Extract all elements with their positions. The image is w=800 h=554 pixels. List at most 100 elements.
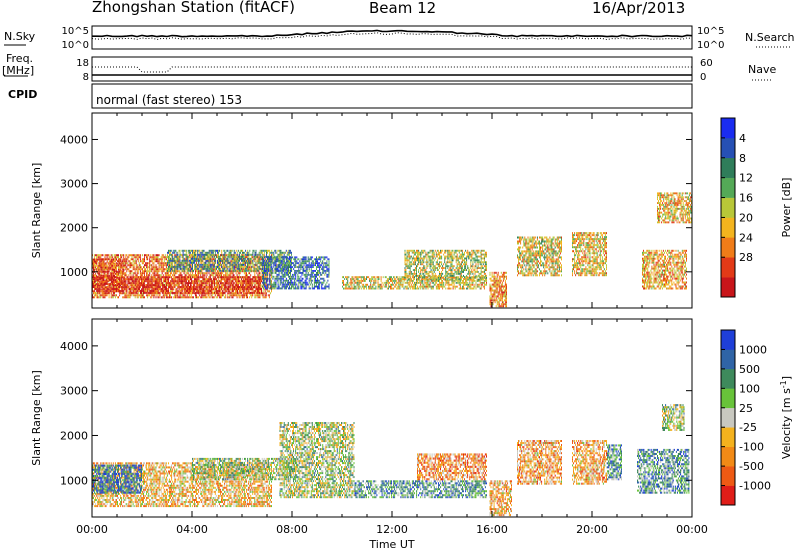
nave-trace bbox=[92, 66, 692, 73]
nsky-label: N.Sky bbox=[4, 30, 36, 43]
velocity-colorbar-band-5 bbox=[721, 388, 735, 409]
mode-text: normal (fast stereo) 153 bbox=[96, 93, 243, 107]
velocity-ytick-label-1: 2000 bbox=[60, 429, 88, 442]
velocity-colorbar-frame bbox=[720, 329, 736, 506]
velocity-panel: 1000 2000 3000 4000 00:00 04:00 08:00 12:00 16:0… bbox=[30, 318, 793, 551]
power-colorbar-band-0 bbox=[721, 277, 735, 298]
power-colorbar-tick-6: 28 bbox=[739, 251, 753, 264]
power-colorbar-band-4 bbox=[721, 197, 735, 218]
velocity-colorbar-band-1 bbox=[721, 466, 735, 486]
xtick-label-6: 00:00 bbox=[676, 523, 708, 536]
power-colorbar-band-7 bbox=[721, 137, 735, 159]
freq-tick-bottom: 8 bbox=[83, 72, 89, 83]
power-colorbar-band-3 bbox=[721, 217, 735, 238]
velocity-colorbar-band-3 bbox=[721, 427, 735, 447]
power-colorbar-tick-0: 4 bbox=[739, 132, 746, 145]
nave-tick-bottom: 0 bbox=[700, 72, 706, 83]
power-y-axis-label: Slant Range [km] bbox=[30, 163, 43, 259]
velocity-ytick-label-0: 1000 bbox=[60, 474, 88, 487]
velocity-region-3 bbox=[279, 422, 355, 499]
station-title: Zhongshan Station (fitACF) bbox=[92, 0, 296, 16]
power-colorbar-label: Power [dB] bbox=[780, 178, 793, 238]
velocity-region-5 bbox=[417, 453, 487, 481]
x-axis-label: Time UT bbox=[368, 538, 414, 551]
velocity-colorbar-tick-7: -1000 bbox=[739, 480, 771, 493]
power-colorbar-band-5 bbox=[721, 177, 735, 198]
nsky-trace bbox=[92, 29, 693, 38]
date-title: 16/Apr/2013 bbox=[592, 0, 686, 17]
power-colorbar-band-8 bbox=[721, 118, 735, 139]
velocity-colorbar-band-8 bbox=[721, 330, 735, 350]
velocity-ytick-label-3: 4000 bbox=[60, 340, 88, 353]
xtick-label-3: 12:00 bbox=[376, 523, 408, 536]
freq-frame bbox=[91, 56, 693, 82]
velocity-region-8 bbox=[572, 440, 607, 485]
power-colorbar-tick-4: 20 bbox=[739, 211, 753, 224]
velocity-colorbar-tick-3: 25 bbox=[739, 402, 753, 415]
power-region-5 bbox=[342, 276, 487, 290]
velocity-region-1 bbox=[92, 464, 142, 494]
xtick-label-2: 08:00 bbox=[276, 523, 308, 536]
nave-tick-top: 60 bbox=[700, 58, 713, 69]
power-region-7 bbox=[489, 271, 507, 308]
noise-tick-left-bottom: 10^0 bbox=[62, 40, 89, 51]
power-colorbar-band-2 bbox=[721, 237, 735, 258]
velocity-region-11 bbox=[662, 404, 685, 431]
velocity-region-7 bbox=[517, 440, 562, 485]
velocity-region-4 bbox=[354, 480, 487, 499]
velocity-colorbar-tick-4: -25 bbox=[739, 421, 757, 434]
power-panel: 1000 2000 3000 4000 Slant Range [km] 4 8 12 16 20… bbox=[30, 112, 793, 309]
power-cells bbox=[92, 192, 692, 308]
nave-label: Nave bbox=[748, 63, 777, 76]
noise-frame bbox=[91, 25, 693, 50]
velocity-colorbar-tick-2: 100 bbox=[739, 382, 760, 395]
velocity-y-axis-label: Slant Range [km] bbox=[30, 370, 43, 466]
power-region-11 bbox=[657, 192, 692, 224]
power-ytick-label-2: 3000 bbox=[60, 178, 88, 191]
cpid-label: CPID bbox=[8, 88, 38, 101]
noise-tick-right-bottom: 10^0 bbox=[697, 40, 724, 51]
power-colorbar-tick-1: 8 bbox=[739, 152, 746, 165]
beam-title: Beam 12 bbox=[369, 0, 437, 17]
freq-unit: [MHz] bbox=[2, 64, 35, 77]
power-colorbar-frame bbox=[720, 117, 736, 298]
power-region-8 bbox=[517, 236, 562, 277]
velocity-region-10 bbox=[637, 448, 690, 494]
velocity-colorbar-band-4 bbox=[721, 407, 735, 428]
velocity-ytick-label-2: 3000 bbox=[60, 385, 88, 398]
velocity-colorbar-tick-5: -100 bbox=[739, 441, 764, 454]
power-region-6 bbox=[404, 249, 487, 281]
power-ytick-label-0: 1000 bbox=[60, 266, 88, 279]
power-colorbar-band-6 bbox=[721, 157, 735, 178]
velocity-colorbar-band-0 bbox=[721, 485, 735, 506]
freq-label: Freq. bbox=[6, 52, 34, 65]
xtick-label-4: 16:00 bbox=[476, 523, 508, 536]
freq-tick-top: 18 bbox=[76, 58, 89, 69]
power-region-1 bbox=[92, 276, 262, 294]
velocity-colorbar-band-6 bbox=[721, 368, 735, 389]
power-colorbar-tick-2: 12 bbox=[739, 172, 753, 185]
power-ytick-label-3: 4000 bbox=[60, 133, 88, 146]
velocity-colorbar-tick-0: 1000 bbox=[739, 343, 767, 356]
power-colorbar-tick-5: 24 bbox=[739, 231, 753, 244]
cpid-frame bbox=[91, 83, 693, 109]
power-region-9 bbox=[572, 232, 607, 277]
power-region-4 bbox=[262, 256, 330, 290]
noise-tick-right-top: 10^5 bbox=[697, 26, 724, 37]
xtick-label-5: 20:00 bbox=[576, 523, 608, 536]
velocity-region-6 bbox=[489, 480, 512, 517]
xtick-label-0: 00:00 bbox=[76, 523, 108, 536]
velocity-colorbar-label: Velocity [m s-1] bbox=[779, 376, 793, 459]
velocity-cells bbox=[92, 404, 690, 517]
power-region-10 bbox=[642, 249, 687, 290]
noise-tick-left-top: 10^5 bbox=[62, 26, 89, 37]
velocity-colorbar-tick-1: 500 bbox=[739, 363, 760, 376]
nsearch-trace bbox=[91, 32, 693, 41]
velocity-colorbar-tick-6: -500 bbox=[739, 460, 764, 473]
power-colorbar-band-1 bbox=[721, 257, 735, 278]
nsearch-label: N.Search bbox=[745, 31, 795, 44]
xtick-label-1: 04:00 bbox=[176, 523, 208, 536]
velocity-region-9 bbox=[607, 444, 622, 481]
power-colorbar-tick-3: 16 bbox=[739, 192, 753, 205]
